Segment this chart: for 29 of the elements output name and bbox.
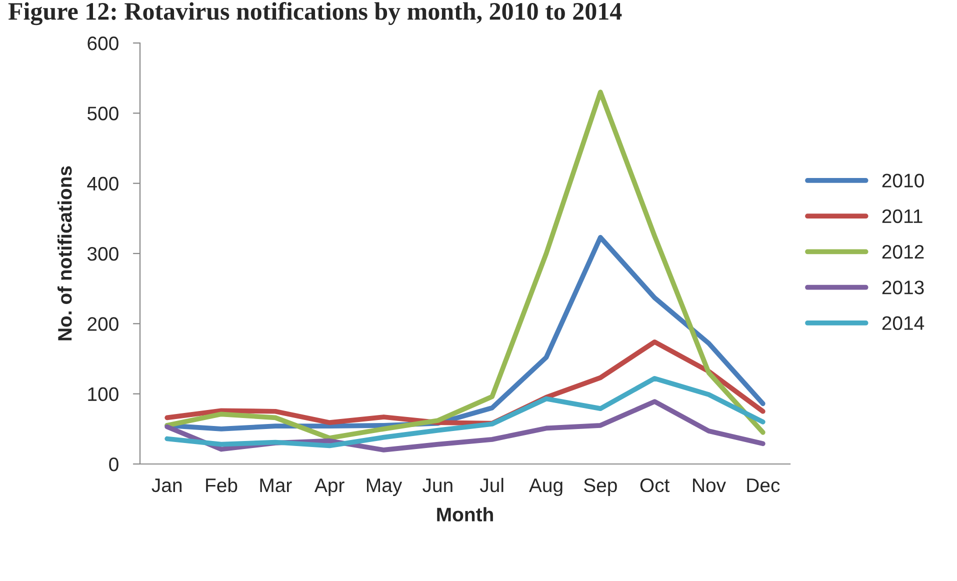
x-tick-label: May: [366, 478, 402, 496]
x-tick-label: Jan: [152, 478, 182, 492]
legend-label: 2014: [882, 316, 924, 330]
y-tick-label: 0: [109, 457, 118, 472]
legend-label: 2011: [882, 209, 922, 224]
x-tick-label: Jul: [480, 478, 504, 492]
legend-label: 2010: [882, 174, 924, 188]
x-tick-label: Feb: [206, 478, 238, 492]
x-tick-label: Mar: [260, 478, 292, 492]
x-tick-label: Nov: [693, 478, 726, 492]
x-tick-label: Jun: [422, 478, 452, 492]
x-tick-label: Oct: [640, 478, 670, 492]
y-tick-label: 200: [88, 317, 118, 331]
legend-label: 2013: [882, 280, 924, 294]
y-axis-title: No. of notifications: [57, 166, 72, 340]
y-tick-label: 300: [87, 246, 118, 261]
x-tick-label: Dec: [747, 478, 780, 492]
y-tick-label: 100: [88, 387, 118, 402]
x-tick-label: Sep: [584, 478, 617, 496]
y-tick-label: 500: [88, 106, 118, 120]
x-axis-title: Month: [437, 507, 493, 522]
y-tick-label: 600: [88, 36, 118, 50]
line-series: [164, 376, 766, 448]
legend-label: 2012: [882, 244, 924, 259]
y-tick-label: 400: [87, 176, 118, 191]
line-series: [164, 90, 766, 440]
x-tick-label: Aug: [528, 478, 562, 496]
chart-title: Figure 12: Rotavirus notifications by month, 2010 to 2014: [8, 2, 622, 26]
x-tick-label: Apr: [314, 478, 344, 496]
